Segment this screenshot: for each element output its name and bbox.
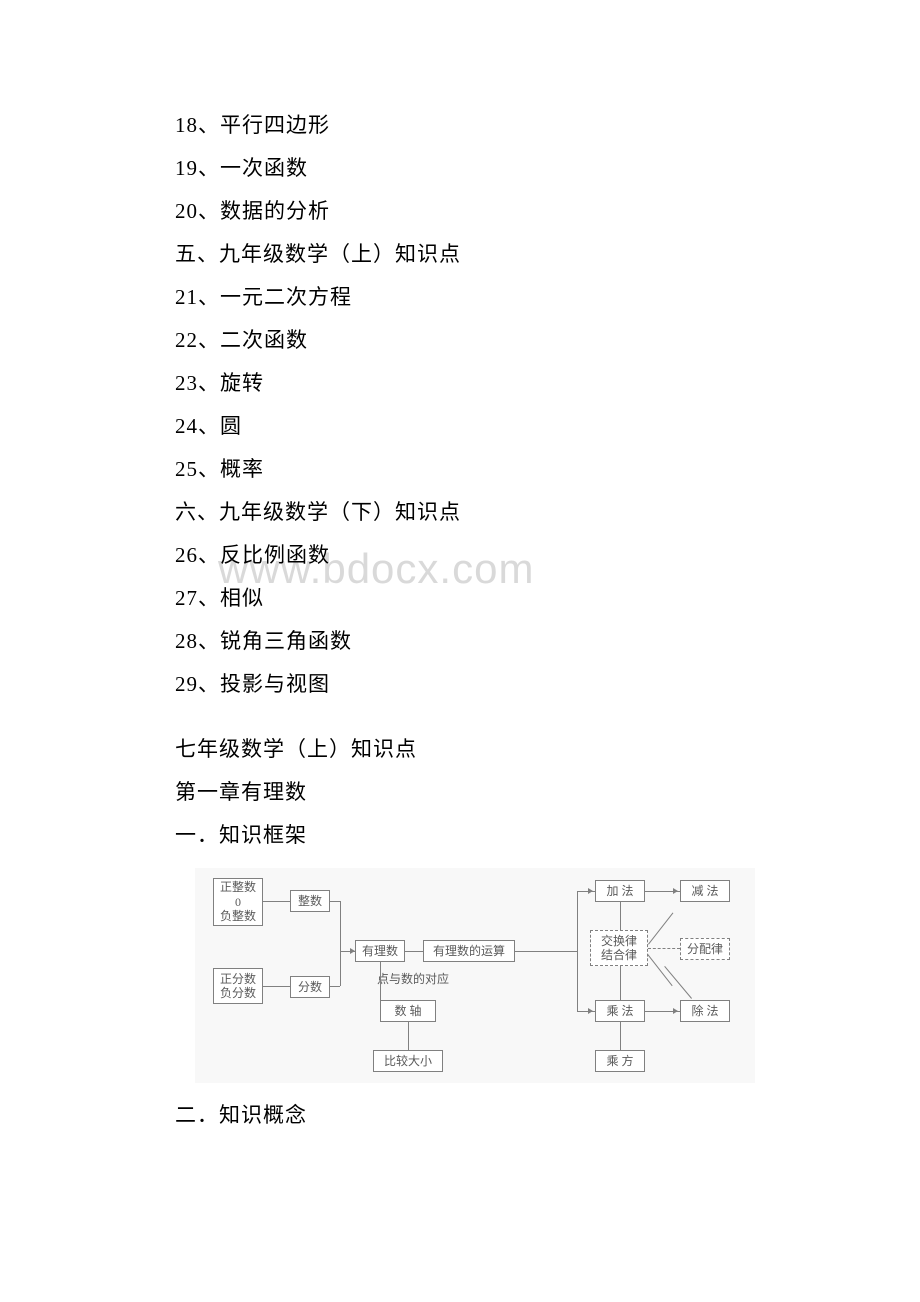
text-line: 28、锐角三角函数 [175, 631, 745, 652]
knowledge-diagram: 正整数 0 负整数 整数正分数 负分数 分数 有理数有理数的运算数 轴比较大小 加 法 减… [195, 868, 755, 1083]
diagram-label: 点与数的对应 [377, 970, 449, 987]
arrow-icon [673, 1008, 678, 1014]
text-line: 18、平行四边形 [175, 115, 745, 136]
footer-line: 二．知识概念 [175, 1105, 745, 1126]
text-line: 五、九年级数学（上）知识点 [175, 244, 745, 265]
diagram-node: 交换律 结合律 [590, 930, 648, 966]
text-line: 27、相似 [175, 588, 745, 609]
arrow-icon [350, 948, 355, 954]
diagram-edge [330, 986, 340, 987]
diagram-node: 有理数的运算 [423, 940, 515, 962]
diagram-node: 数 轴 [380, 1000, 436, 1022]
diagram-edge [620, 902, 621, 930]
diagram-node: 有理数 [355, 940, 405, 962]
diagram-node: 分配律 [680, 938, 730, 960]
diagram-node: 比较大小 [373, 1050, 443, 1072]
text-line: 21、一元二次方程 [175, 287, 745, 308]
diagram-edge [380, 962, 381, 1000]
arrow-icon [588, 1008, 593, 1014]
text-line: 22、二次函数 [175, 330, 745, 351]
diagram-edge [405, 951, 423, 952]
arrow-icon [588, 888, 593, 894]
diagram-edge [577, 891, 578, 1011]
diagram-edge [330, 901, 340, 902]
diagram-edge [408, 1022, 409, 1050]
diagram-edge [620, 1022, 621, 1050]
diagram-node: 加 法 [595, 880, 645, 902]
text-line: 25、概率 [175, 459, 745, 480]
text-line: 24、圆 [175, 416, 745, 437]
arrow-icon [673, 888, 678, 894]
diagram-node: 整数 [290, 890, 330, 912]
text-line: 一．知识框架 [175, 825, 745, 846]
text-line: 七年级数学（上）知识点 [175, 739, 745, 760]
diagram-node: 正分数 负分数 [213, 968, 263, 1004]
diagram-edge [648, 948, 680, 949]
text-line: 29、投影与视图 [175, 674, 745, 695]
diagram-node: 除 法 [680, 1000, 730, 1022]
text-line: 23、旋转 [175, 373, 745, 394]
diagram-edge [620, 966, 621, 1000]
text-line: 19、一次函数 [175, 158, 745, 179]
text-line: 26、反比例函数 [175, 545, 745, 566]
diagram-node: 乘 方 [595, 1050, 645, 1072]
text-line: 第一章有理数 [175, 782, 745, 803]
text-line: 20、数据的分析 [175, 201, 745, 222]
diagram-edge [263, 986, 290, 987]
diagram-node: 正整数 0 负整数 [213, 878, 263, 926]
diagram-edge [263, 901, 290, 902]
diagram-edge [340, 901, 341, 986]
diagram-edge [515, 951, 577, 952]
diagram-node: 分数 [290, 976, 330, 998]
diagram-edge [570, 951, 577, 952]
text-line: 六、九年级数学（下）知识点 [175, 502, 745, 523]
diagram-node: 减 法 [680, 880, 730, 902]
document-content: 18、平行四边形 19、一次函数 20、数据的分析五、九年级数学（上）知识点 21、一… [0, 0, 920, 1126]
diagram-node: 乘 法 [595, 1000, 645, 1022]
diagram-edge [648, 912, 673, 944]
knowledge-diagram-wrap: 正整数 0 负整数 整数正分数 负分数 分数 有理数有理数的运算数 轴比较大小 加 法 减… [195, 868, 745, 1083]
